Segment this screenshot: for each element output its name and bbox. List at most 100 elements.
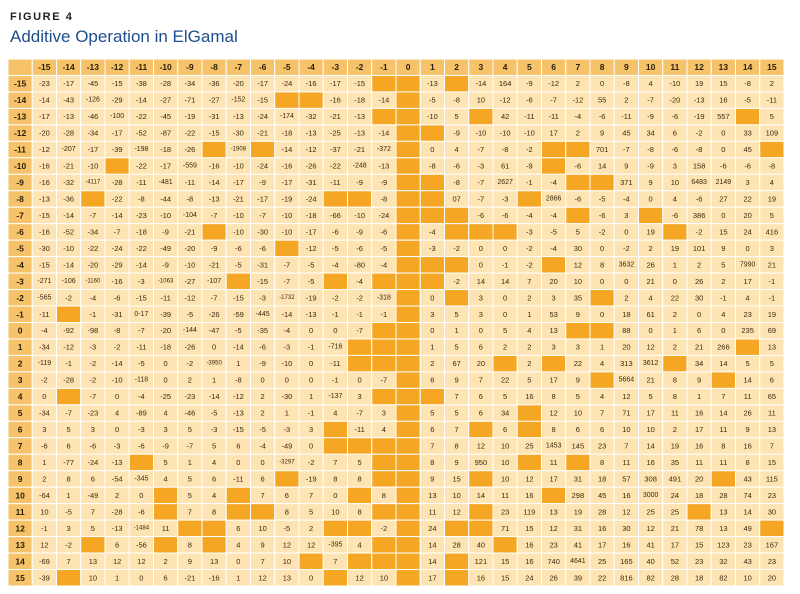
cell-value: 1: [600, 343, 604, 352]
empty-cell: [541, 354, 567, 373]
cell-value: -3: [211, 425, 218, 434]
cell-value: -10: [184, 260, 195, 269]
cell-value: 8: [358, 474, 362, 483]
cell-value: 9: [455, 458, 459, 467]
cell-value: 4: [527, 326, 531, 335]
cell-value: 0: [212, 343, 216, 352]
cell-value: 701: [596, 145, 609, 154]
cell-value: 10: [283, 557, 291, 566]
cell-value: 23: [743, 310, 751, 319]
cell-value: -15: [209, 129, 220, 138]
cell-value: 14: [719, 409, 727, 418]
cell-value: 1: [188, 458, 192, 467]
cell-value: -8: [453, 178, 460, 187]
empty-cell: [468, 519, 494, 538]
cell-value: -10: [669, 79, 680, 88]
cell-value: 145: [572, 442, 585, 451]
cell-value: 13: [549, 326, 557, 335]
cell-value: -32: [306, 112, 317, 121]
cell-value: -3: [284, 425, 291, 434]
figure-label: FIGURE 4: [10, 11, 74, 23]
cell-value: 8: [382, 491, 386, 500]
cell-value: 5: [576, 227, 580, 236]
cell-value: 0: [261, 458, 265, 467]
empty-cell: [322, 519, 348, 538]
column-header-label: 5: [527, 62, 532, 72]
cell-value: 7: [624, 442, 628, 451]
cell-value: 13: [210, 557, 218, 566]
cell-value: -31: [112, 310, 123, 319]
cell-value: 18: [598, 474, 606, 483]
empty-cell: [444, 289, 470, 307]
empty-cell: [153, 503, 179, 521]
cell-value: -6: [575, 194, 582, 203]
cell-value: 235: [741, 326, 754, 335]
cell-value: 2: [649, 244, 653, 253]
cell-value: 14: [428, 540, 436, 549]
cell-value: -89: [136, 409, 147, 418]
cell-value: 17: [743, 277, 751, 286]
cell-value: 4: [164, 409, 168, 418]
cell-value: -118: [135, 377, 149, 384]
empty-cell: [225, 486, 251, 505]
cell-value: -11: [185, 178, 195, 187]
cell-value: 17: [598, 540, 606, 549]
cell-value: 12: [622, 392, 630, 401]
cell-value: 266: [717, 343, 730, 352]
cell-value: -9: [259, 359, 266, 368]
cell-value: -28: [112, 178, 123, 187]
cell-value: 23: [695, 557, 703, 566]
cell-value: 4: [212, 491, 216, 500]
empty-cell: [371, 470, 397, 488]
empty-cell: [225, 503, 251, 521]
cell-value: 5: [188, 474, 192, 483]
cell-value: -7: [478, 194, 485, 203]
cell-value: 12: [307, 540, 315, 549]
column-header-label: 3: [479, 62, 484, 72]
cell-value: -2: [526, 145, 533, 154]
cell-value: 0: [721, 211, 725, 220]
empty-cell: [492, 536, 518, 554]
cell-value: -11: [330, 359, 340, 368]
cell-value: -7: [138, 326, 145, 335]
cell-value: 88: [622, 326, 630, 335]
cell-value: -2: [696, 129, 703, 138]
cell-value: -5: [187, 310, 194, 319]
empty-cell: [565, 453, 591, 472]
cell-value: -14: [378, 96, 389, 105]
cell-value: -7: [284, 260, 291, 269]
empty-cell: [565, 206, 591, 225]
cell-value: -37: [330, 145, 341, 154]
cell-value: 9: [188, 557, 192, 566]
empty-cell: [468, 503, 494, 521]
cell-value: -11: [621, 112, 631, 121]
cell-value: -34: [39, 343, 50, 352]
cell-value: 19: [695, 79, 703, 88]
cell-value: 28: [671, 573, 679, 582]
cell-value: 16: [598, 524, 606, 533]
empty-cell: [395, 157, 421, 175]
cell-value: -31: [306, 178, 317, 187]
cell-value: 30: [574, 244, 582, 253]
cell-value: 0: [430, 326, 434, 335]
cell-value: 12: [258, 573, 266, 582]
cell-value: 4: [600, 359, 604, 368]
cell-value: -13: [233, 409, 244, 418]
cell-value: 7: [309, 491, 313, 500]
cell-value: 9: [576, 376, 580, 385]
cell-value: 123: [717, 540, 730, 549]
empty-cell: [419, 387, 445, 406]
row-header-label: -12: [14, 128, 27, 138]
cell-value: 4: [358, 540, 362, 549]
cell-value: 2: [430, 359, 434, 368]
cell-value: -3: [114, 442, 121, 451]
cell-value: 14: [428, 557, 436, 566]
cell-value: 20: [622, 343, 630, 352]
cell-value: 61: [646, 310, 654, 319]
cell-value: -7: [356, 326, 363, 335]
cell-value: -12: [306, 244, 317, 253]
cell-value: -13: [63, 112, 74, 121]
cell-value: -38: [136, 79, 147, 88]
cell-value: -13: [233, 112, 244, 121]
cell-value: -15: [233, 425, 244, 434]
